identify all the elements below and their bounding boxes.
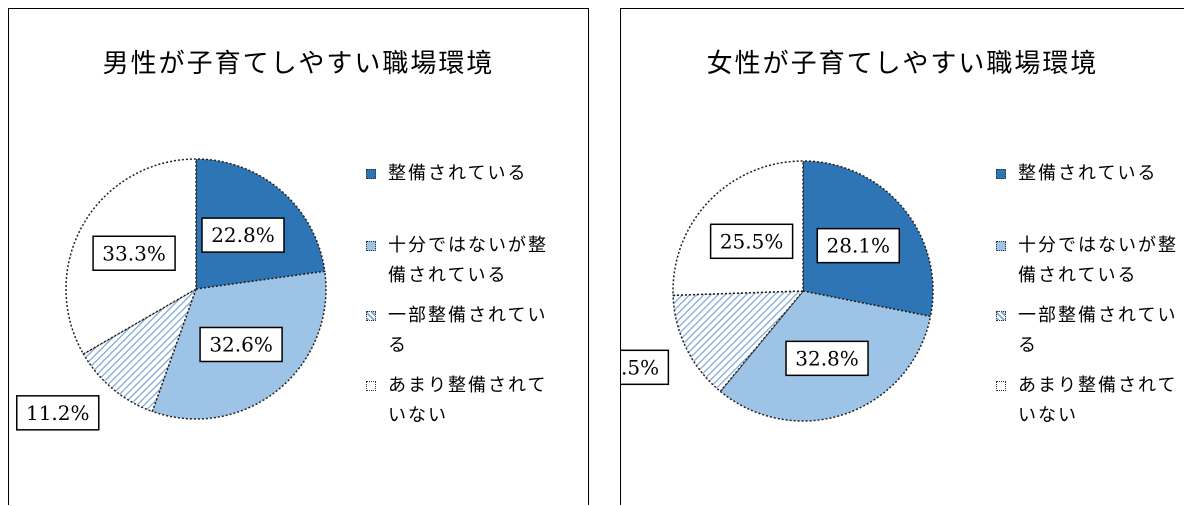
chart-title: 男性が子育てしやすい職場環境: [102, 49, 495, 79]
legend-swatch: [996, 311, 1006, 321]
pie-chart: 28.1% 32.8% 13.5% 25.5%: [621, 160, 934, 422]
data-label-box: [621, 349, 670, 386]
legend-swatch: [996, 241, 1006, 251]
legend-label: 整備されている: [388, 163, 528, 184]
data-label-box: [709, 223, 794, 260]
chart-title: 女性が子育てしやすい職場環境: [706, 49, 1099, 79]
legend-item: 一部整備されている: [996, 301, 1184, 361]
data-label-text: 28.1%: [827, 234, 891, 258]
chart-panel: 女性が子育てしやすい職場環境 28.1% 32.8% 13.5% 25.5% 整備されてい…: [620, 8, 1184, 505]
data-label: 33.3%: [92, 235, 176, 271]
legend-item: 一部整備されている: [366, 301, 558, 361]
data-label: 11.2%: [16, 395, 100, 431]
data-label: 22.8%: [201, 217, 285, 253]
legend-label: 十分ではないが整備されている: [388, 235, 548, 286]
legend-item: 整備されている: [996, 159, 1184, 189]
legend-swatch: [366, 381, 376, 391]
pie-slice: [82, 287, 198, 413]
data-label: 32.6%: [199, 326, 283, 363]
data-label-box: [199, 326, 283, 363]
pie-slice: [672, 290, 805, 393]
data-label: 28.1%: [816, 227, 901, 264]
legend-swatch: [366, 241, 376, 251]
legend-label: 整備されている: [1018, 163, 1158, 184]
legend-label: 一部整備されている: [388, 305, 548, 356]
legend-item: あまり整備されていない: [366, 371, 558, 431]
legend-item: 整備されている: [366, 159, 558, 189]
legend-label: あまり整備されていない: [388, 375, 548, 426]
data-label-box: [785, 340, 869, 377]
data-label-box: [201, 217, 285, 253]
data-label: 32.8%: [785, 340, 869, 377]
legend-label: 十分ではないが整備されている: [1018, 235, 1178, 286]
data-label-text: 32.8%: [795, 346, 859, 370]
legend-label: あまり整備されていない: [1018, 375, 1178, 426]
legend-item: あまり整備されていない: [996, 371, 1184, 431]
data-label-text: 33.3%: [102, 241, 166, 265]
data-label-box: [92, 235, 176, 271]
data-label: 13.5%: [621, 349, 670, 386]
data-label-text: 11.2%: [26, 401, 90, 425]
data-label-text: 25.5%: [720, 229, 784, 253]
data-label-text: 32.6%: [209, 332, 273, 356]
data-label-box: [816, 227, 901, 264]
data-label-text: 22.8%: [211, 223, 275, 247]
legend-swatch: [366, 169, 376, 179]
data-label-box: [16, 395, 100, 431]
legend-item: 十分ではないが整備されている: [996, 231, 1184, 291]
pie-chart: 22.8% 32.6% 11.2% 33.3%: [16, 158, 327, 431]
legend-swatch: [996, 381, 1006, 391]
legend-swatch: [996, 169, 1006, 179]
data-label-text: 13.5%: [621, 355, 659, 379]
data-label: 25.5%: [709, 223, 794, 260]
chart-panel: 男性が子育てしやすい職場環境 22.8% 32.6% 11.2% 33.3% 整備されてい…: [8, 8, 589, 505]
legend-item: 十分ではないが整備されている: [366, 231, 558, 291]
legend-swatch: [366, 311, 376, 321]
legend-label: 一部整備されている: [1018, 305, 1178, 356]
